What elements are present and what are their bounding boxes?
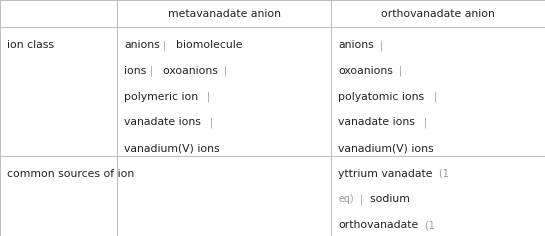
Text: polyatomic ions: polyatomic ions [338,92,425,101]
Text: |: | [147,66,156,76]
Text: |: | [198,92,210,102]
Text: orthovanadate anion: orthovanadate anion [382,8,495,19]
Text: yttrium vanadate: yttrium vanadate [338,169,433,179]
Text: (1: (1 [433,169,449,179]
Text: |: | [415,117,428,128]
Text: eq): eq) [338,194,354,204]
Text: common sources of ion: common sources of ion [7,169,134,179]
Text: |: | [201,117,214,128]
Text: |: | [425,92,437,102]
Text: metavanadate anion: metavanadate anion [168,8,281,19]
Text: |: | [374,40,384,51]
Text: biomolecule: biomolecule [169,40,243,50]
Text: sodium: sodium [364,194,410,204]
Text: vanadium(V) ions: vanadium(V) ions [338,143,434,153]
Text: ion class: ion class [7,40,54,50]
Text: vanadate ions: vanadate ions [124,117,201,127]
Text: polymeric ion: polymeric ion [124,92,198,101]
Text: vanadate ions: vanadate ions [338,117,415,127]
Text: |: | [160,40,169,51]
Text: vanadium(V) ions: vanadium(V) ions [124,143,220,153]
Text: orthovanadate: orthovanadate [338,220,419,230]
Text: (1: (1 [419,220,434,230]
Text: anions: anions [124,40,160,50]
Text: |: | [354,194,364,205]
Text: |: | [217,66,227,76]
Text: |: | [393,66,403,76]
Text: oxoanions: oxoanions [156,66,217,76]
Text: ions: ions [124,66,147,76]
Text: oxoanions: oxoanions [338,66,393,76]
Text: anions: anions [338,40,374,50]
